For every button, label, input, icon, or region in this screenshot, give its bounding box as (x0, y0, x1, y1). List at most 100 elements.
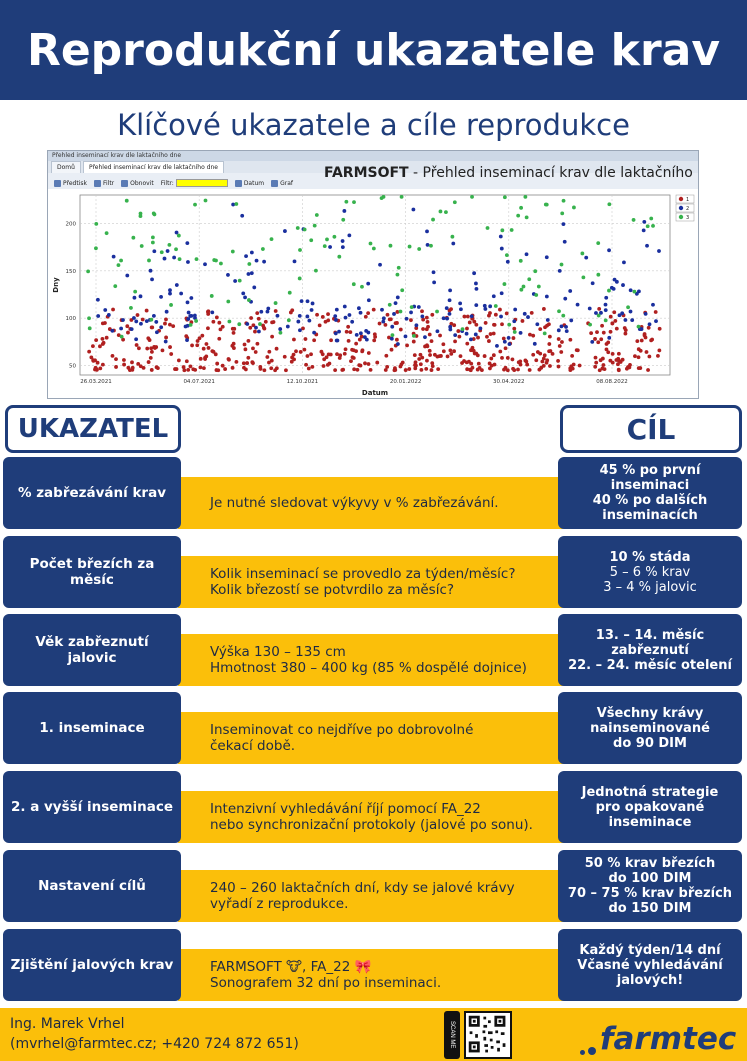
data-point-series-1 (288, 310, 293, 315)
data-point-series-3 (607, 202, 612, 207)
data-point-series-3 (400, 288, 405, 293)
data-point-series-1 (195, 343, 200, 348)
data-point-series-1 (128, 368, 132, 372)
goal-line: do 90 DIM (613, 735, 687, 751)
data-point-series-1 (201, 366, 206, 371)
data-point-series-3 (523, 194, 528, 199)
data-point-series-2 (448, 324, 453, 329)
data-point-series-3 (596, 241, 601, 246)
data-point-series-1 (357, 337, 362, 342)
data-point-series-2 (172, 255, 177, 260)
data-point-series-3 (129, 306, 133, 310)
data-point-series-1 (589, 331, 594, 336)
data-point-series-2 (103, 308, 108, 312)
data-point-series-2 (254, 258, 259, 263)
data-point-series-1 (301, 326, 305, 331)
data-point-series-1 (274, 346, 279, 351)
data-point-series-2 (453, 333, 458, 338)
graph-button[interactable]: Graf (271, 179, 293, 187)
date-button[interactable]: Datum (234, 179, 264, 187)
data-point-series-2 (151, 313, 156, 318)
data-point-series-1 (298, 350, 303, 354)
data-point-series-2 (395, 295, 400, 300)
data-point-series-1 (395, 321, 399, 325)
data-point-series-2 (459, 307, 463, 312)
data-point-series-1 (226, 357, 231, 361)
data-point-series-1 (424, 327, 429, 332)
data-point-series-2 (364, 328, 369, 333)
data-point-series-1 (354, 341, 359, 346)
data-point-series-2 (594, 311, 598, 315)
data-point-series-1 (418, 352, 423, 357)
data-point-series-3 (470, 194, 474, 199)
legend-marker (678, 205, 684, 211)
data-point-series-1 (622, 326, 627, 330)
data-point-series-2 (139, 321, 143, 326)
filter-input[interactable] (175, 179, 228, 187)
data-point-series-2 (409, 310, 413, 315)
data-point-series-1 (350, 355, 355, 360)
goal-line: nainseminované (590, 720, 710, 736)
data-point-series-2 (599, 310, 603, 315)
data-point-series-1 (427, 332, 432, 337)
filter-button[interactable]: Filtr (93, 179, 114, 187)
data-point-series-1 (568, 337, 573, 342)
description-line: Kolik inseminací se provedlo za týden/mě… (210, 566, 516, 582)
data-point-series-1 (636, 355, 641, 360)
data-point-series-2 (544, 294, 549, 299)
data-point-series-3 (561, 198, 566, 203)
data-point-series-1 (103, 321, 107, 325)
data-point-series-3 (580, 251, 585, 256)
data-point-series-2 (620, 311, 625, 316)
data-point-series-1 (593, 337, 597, 341)
data-point-series-1 (531, 352, 536, 357)
data-point-series-1 (243, 367, 248, 372)
data-point-series-1 (596, 340, 601, 345)
data-point-series-2 (425, 229, 429, 234)
page-title: Reprodukční ukazatele krav (26, 24, 721, 76)
data-point-series-1 (197, 336, 202, 341)
data-point-series-1 (130, 365, 135, 370)
data-point-series-3 (219, 261, 223, 266)
data-point-series-1 (289, 359, 294, 364)
data-point-series-1 (267, 360, 271, 365)
data-point-series-3 (645, 224, 650, 229)
tab-home[interactable]: Domů (51, 161, 81, 173)
funnel-icon (93, 179, 101, 187)
data-point-series-1 (121, 337, 125, 342)
tab-insemination-overview[interactable]: Přehled inseminací krav dle laktačního d… (82, 161, 224, 173)
description-line: Sonografem 32 dní po inseminaci. (210, 975, 442, 991)
data-point-series-1 (190, 343, 194, 348)
data-point-series-1 (200, 333, 205, 338)
data-point-series-2 (246, 272, 251, 276)
data-point-series-1 (636, 366, 641, 370)
data-point-series-2 (292, 259, 297, 264)
data-point-series-1 (595, 330, 599, 334)
row-band (178, 477, 568, 529)
indicator-row: Zjištění jalových krav FARMSOFT 🐮, FA_22 … (0, 929, 747, 1001)
y-tick-label: 100 (66, 316, 77, 322)
data-point-series-1 (524, 359, 529, 364)
data-point-series-3 (322, 244, 327, 249)
data-point-series-1 (525, 362, 530, 367)
data-point-series-1 (269, 366, 274, 371)
data-point-series-1 (465, 314, 470, 319)
qr-code-icon[interactable] (464, 1011, 512, 1059)
data-point-series-1 (363, 314, 368, 319)
chart-area: 50 100 150 200 26.03.2021 04.07.2021 12.10.202… (48, 189, 698, 398)
data-point-series-2 (607, 335, 612, 340)
data-point-series-1 (418, 362, 423, 367)
data-point-series-1 (147, 338, 152, 342)
data-point-series-2 (502, 339, 507, 344)
data-point-series-1 (101, 340, 106, 345)
data-point-series-1 (569, 364, 574, 369)
data-point-series-2 (522, 311, 527, 316)
data-point-series-1 (405, 343, 409, 348)
refresh-button[interactable]: Obnovit (121, 179, 154, 187)
preview-button[interactable]: Předtisk (54, 179, 87, 187)
data-point-series-3 (227, 319, 232, 324)
data-point-series-1 (437, 354, 442, 358)
data-point-series-3 (177, 257, 182, 262)
data-point-series-1 (465, 367, 470, 372)
data-point-series-1 (373, 334, 378, 339)
